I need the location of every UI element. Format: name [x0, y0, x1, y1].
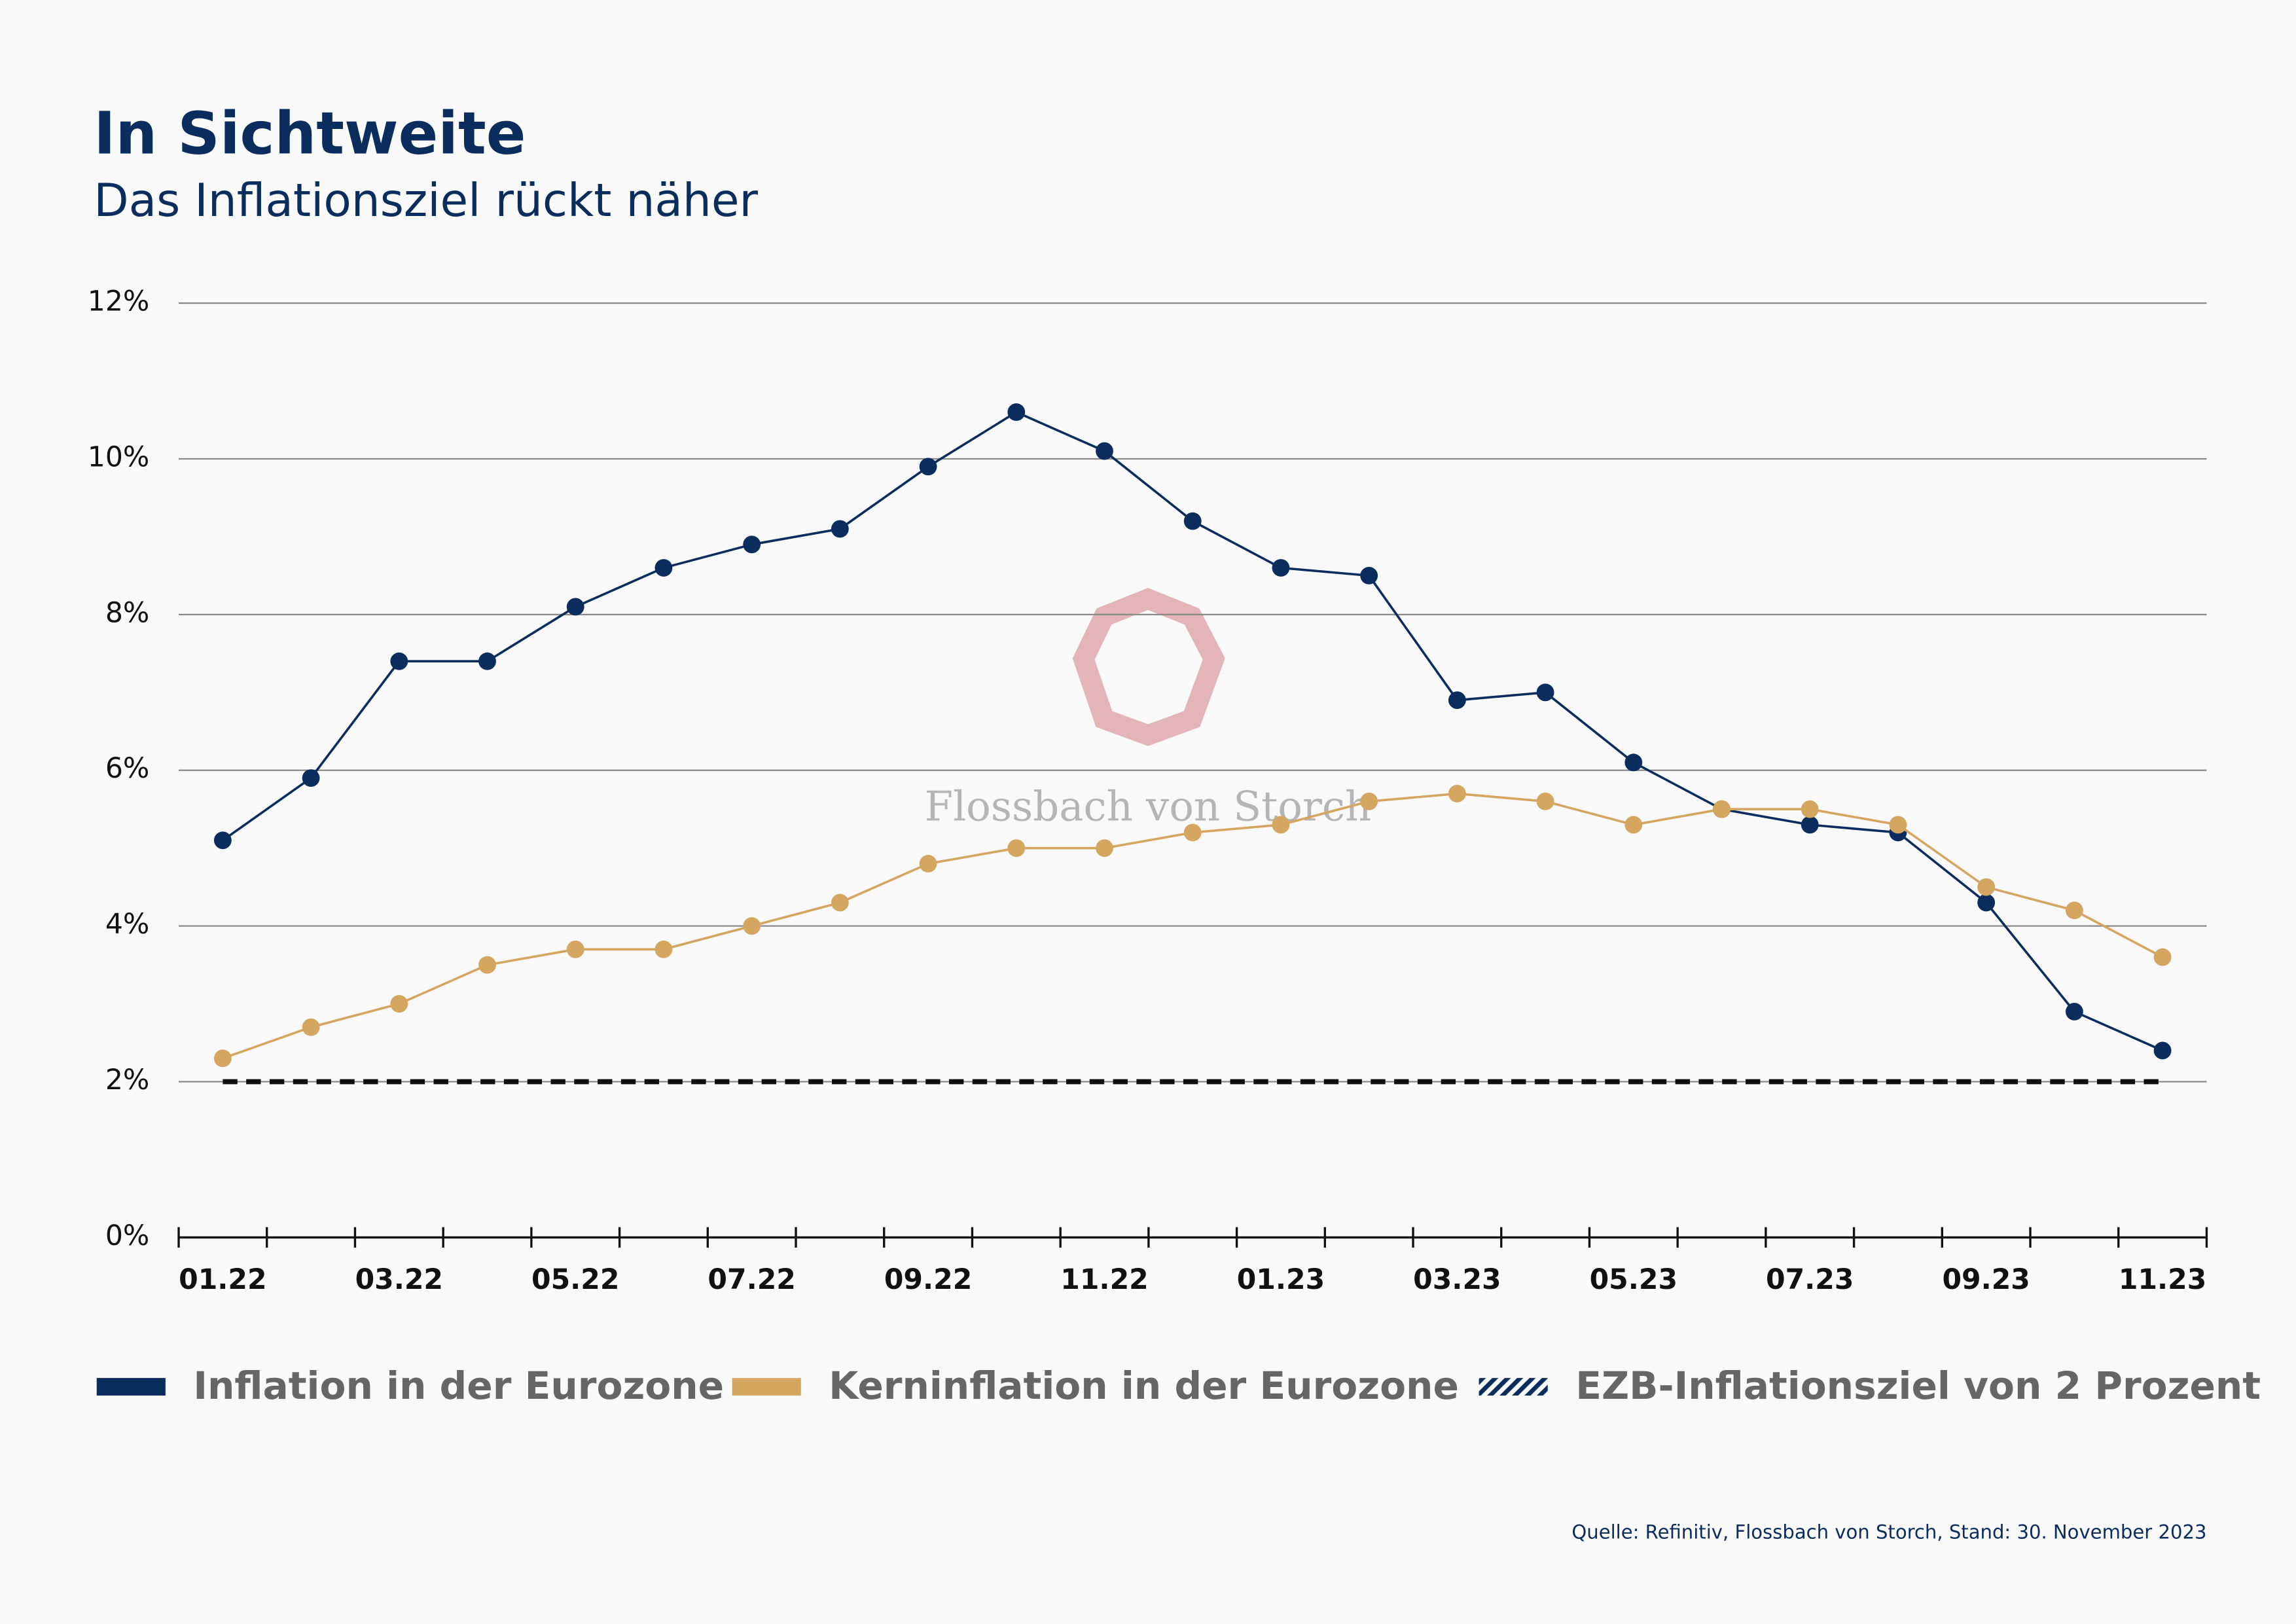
data-point: [566, 940, 584, 958]
data-point: [478, 956, 496, 974]
x-tick-label: 05.22: [531, 1264, 619, 1296]
data-point: [478, 652, 496, 670]
data-point: [1801, 816, 1819, 834]
x-tick-label: 09.23: [1942, 1264, 2030, 1296]
data-point: [213, 831, 232, 850]
legend-swatch: [96, 1378, 166, 1396]
watermark-logo: [1072, 588, 1225, 746]
y-tick-label: 4%: [105, 909, 149, 941]
data-point: [919, 855, 937, 873]
x-tick-label: 07.22: [708, 1264, 795, 1296]
chart-title: In Sichtweite: [94, 100, 526, 168]
data-point: [743, 917, 761, 935]
data-point: [655, 940, 673, 958]
data-point: [1272, 816, 1290, 834]
y-tick-label: 10%: [88, 441, 149, 473]
x-tick-label: 03.22: [355, 1264, 443, 1296]
data-point: [1536, 792, 1554, 810]
data-point: [1183, 512, 1202, 530]
x-tick-label: 09.22: [884, 1264, 972, 1296]
data-point: [1096, 442, 1113, 460]
y-tick-label: 0%: [105, 1220, 149, 1252]
data-point: [302, 1018, 320, 1036]
x-tick-label: 03.23: [1413, 1264, 1501, 1296]
data-point: [831, 520, 849, 538]
legend-label: EZB-Inflationsziel von 2 Prozent: [1575, 1363, 2261, 1408]
x-tick-label: 01.22: [179, 1264, 266, 1296]
data-point: [1713, 800, 1731, 818]
data-point: [1007, 839, 1026, 857]
data-point: [2065, 901, 2083, 920]
source-note: Quelle: Refinitiv, Flossbach von Storch,…: [1571, 1521, 2206, 1543]
data-point: [2065, 1003, 2083, 1020]
data-point: [1096, 839, 1113, 857]
data-point: [213, 1049, 232, 1068]
data-point: [1889, 816, 1907, 834]
y-tick-label: 8%: [105, 597, 149, 629]
legend-label: Kerninflation in der Eurozone: [829, 1363, 1459, 1408]
y-tick-label: 2%: [105, 1064, 149, 1096]
watermark: Flossbach von Storch: [925, 783, 1372, 831]
data-point: [1448, 691, 1466, 710]
data-point: [302, 769, 320, 787]
data-point: [390, 652, 408, 670]
x-tick-label: 11.23: [2119, 1264, 2206, 1296]
data-point: [2153, 948, 2172, 966]
legend-label: Inflation in der Eurozone: [193, 1363, 724, 1408]
data-point: [743, 535, 761, 554]
data-point: [1624, 753, 1643, 772]
data-point: [831, 893, 849, 912]
data-point: [1183, 823, 1202, 842]
data-point: [566, 598, 584, 616]
data-point: [1977, 893, 1996, 912]
data-point: [1007, 403, 1026, 422]
legend-swatch: [1479, 1378, 1548, 1396]
x-tick-label: 05.23: [1590, 1264, 1677, 1296]
data-point: [1360, 792, 1378, 810]
data-point: [1360, 566, 1378, 585]
data-point: [919, 458, 937, 476]
x-tick-label: 07.23: [1766, 1264, 1854, 1296]
data-point: [1448, 785, 1466, 803]
legend-swatch: [732, 1378, 801, 1396]
y-tick-label: 12%: [88, 286, 149, 318]
y-tick-label: 6%: [105, 753, 149, 785]
data-point: [1624, 816, 1643, 834]
data-point: [655, 559, 673, 577]
x-tick-label: 01.23: [1237, 1264, 1325, 1296]
data-point: [390, 995, 408, 1013]
data-point: [1272, 559, 1290, 577]
data-point: [1977, 878, 1996, 896]
chart-subtitle: Das Inflationsziel rückt näher: [94, 175, 758, 227]
data-point: [2153, 1041, 2172, 1060]
data-point: [1536, 683, 1554, 702]
data-point: [1801, 800, 1819, 818]
x-tick-label: 11.22: [1060, 1264, 1148, 1296]
